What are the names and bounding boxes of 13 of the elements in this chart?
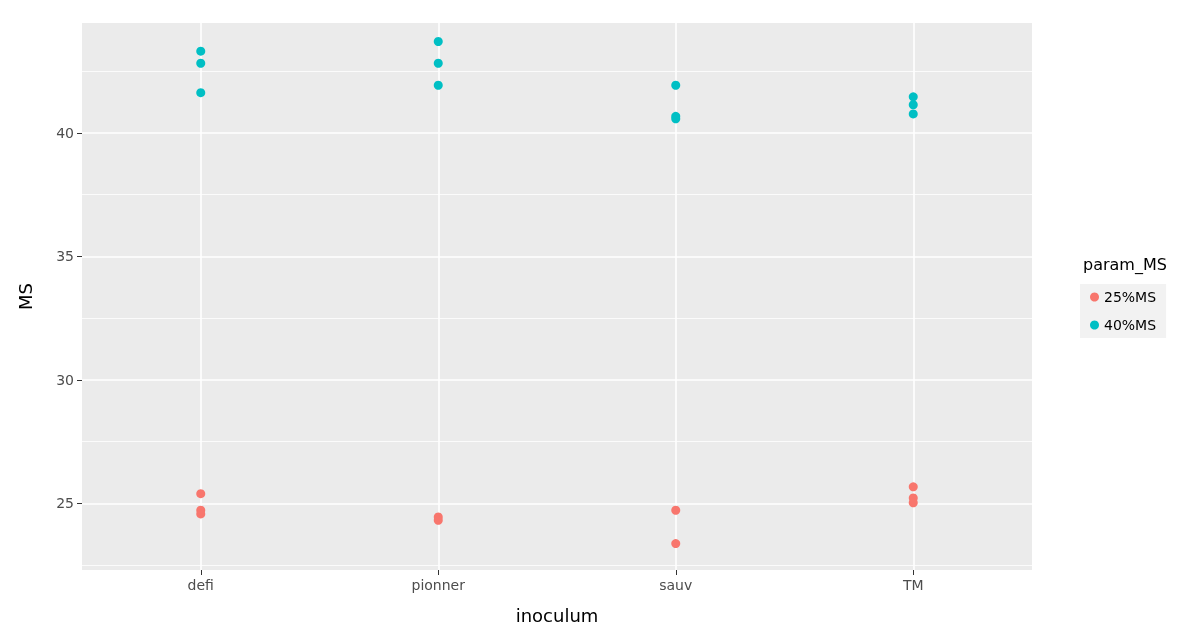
x-tick-label: sauv	[659, 577, 693, 593]
y-tick-label: 40	[56, 124, 74, 141]
legend-label: 40%MS	[1104, 317, 1157, 333]
y-tick-label: 30	[56, 371, 74, 388]
x-tick-label: pionner	[411, 577, 466, 593]
y-axis-title: MS	[14, 283, 36, 310]
x-tick-label: TM	[901, 577, 924, 593]
y-tick-label: 25	[56, 495, 74, 512]
x-axis-title: inoculum	[515, 604, 599, 626]
x-tick-label: defi	[187, 577, 214, 593]
y-tick-label: 35	[56, 248, 74, 265]
legend-label: 25%MS	[1104, 289, 1157, 305]
legend-title: param_MS	[1083, 254, 1167, 275]
